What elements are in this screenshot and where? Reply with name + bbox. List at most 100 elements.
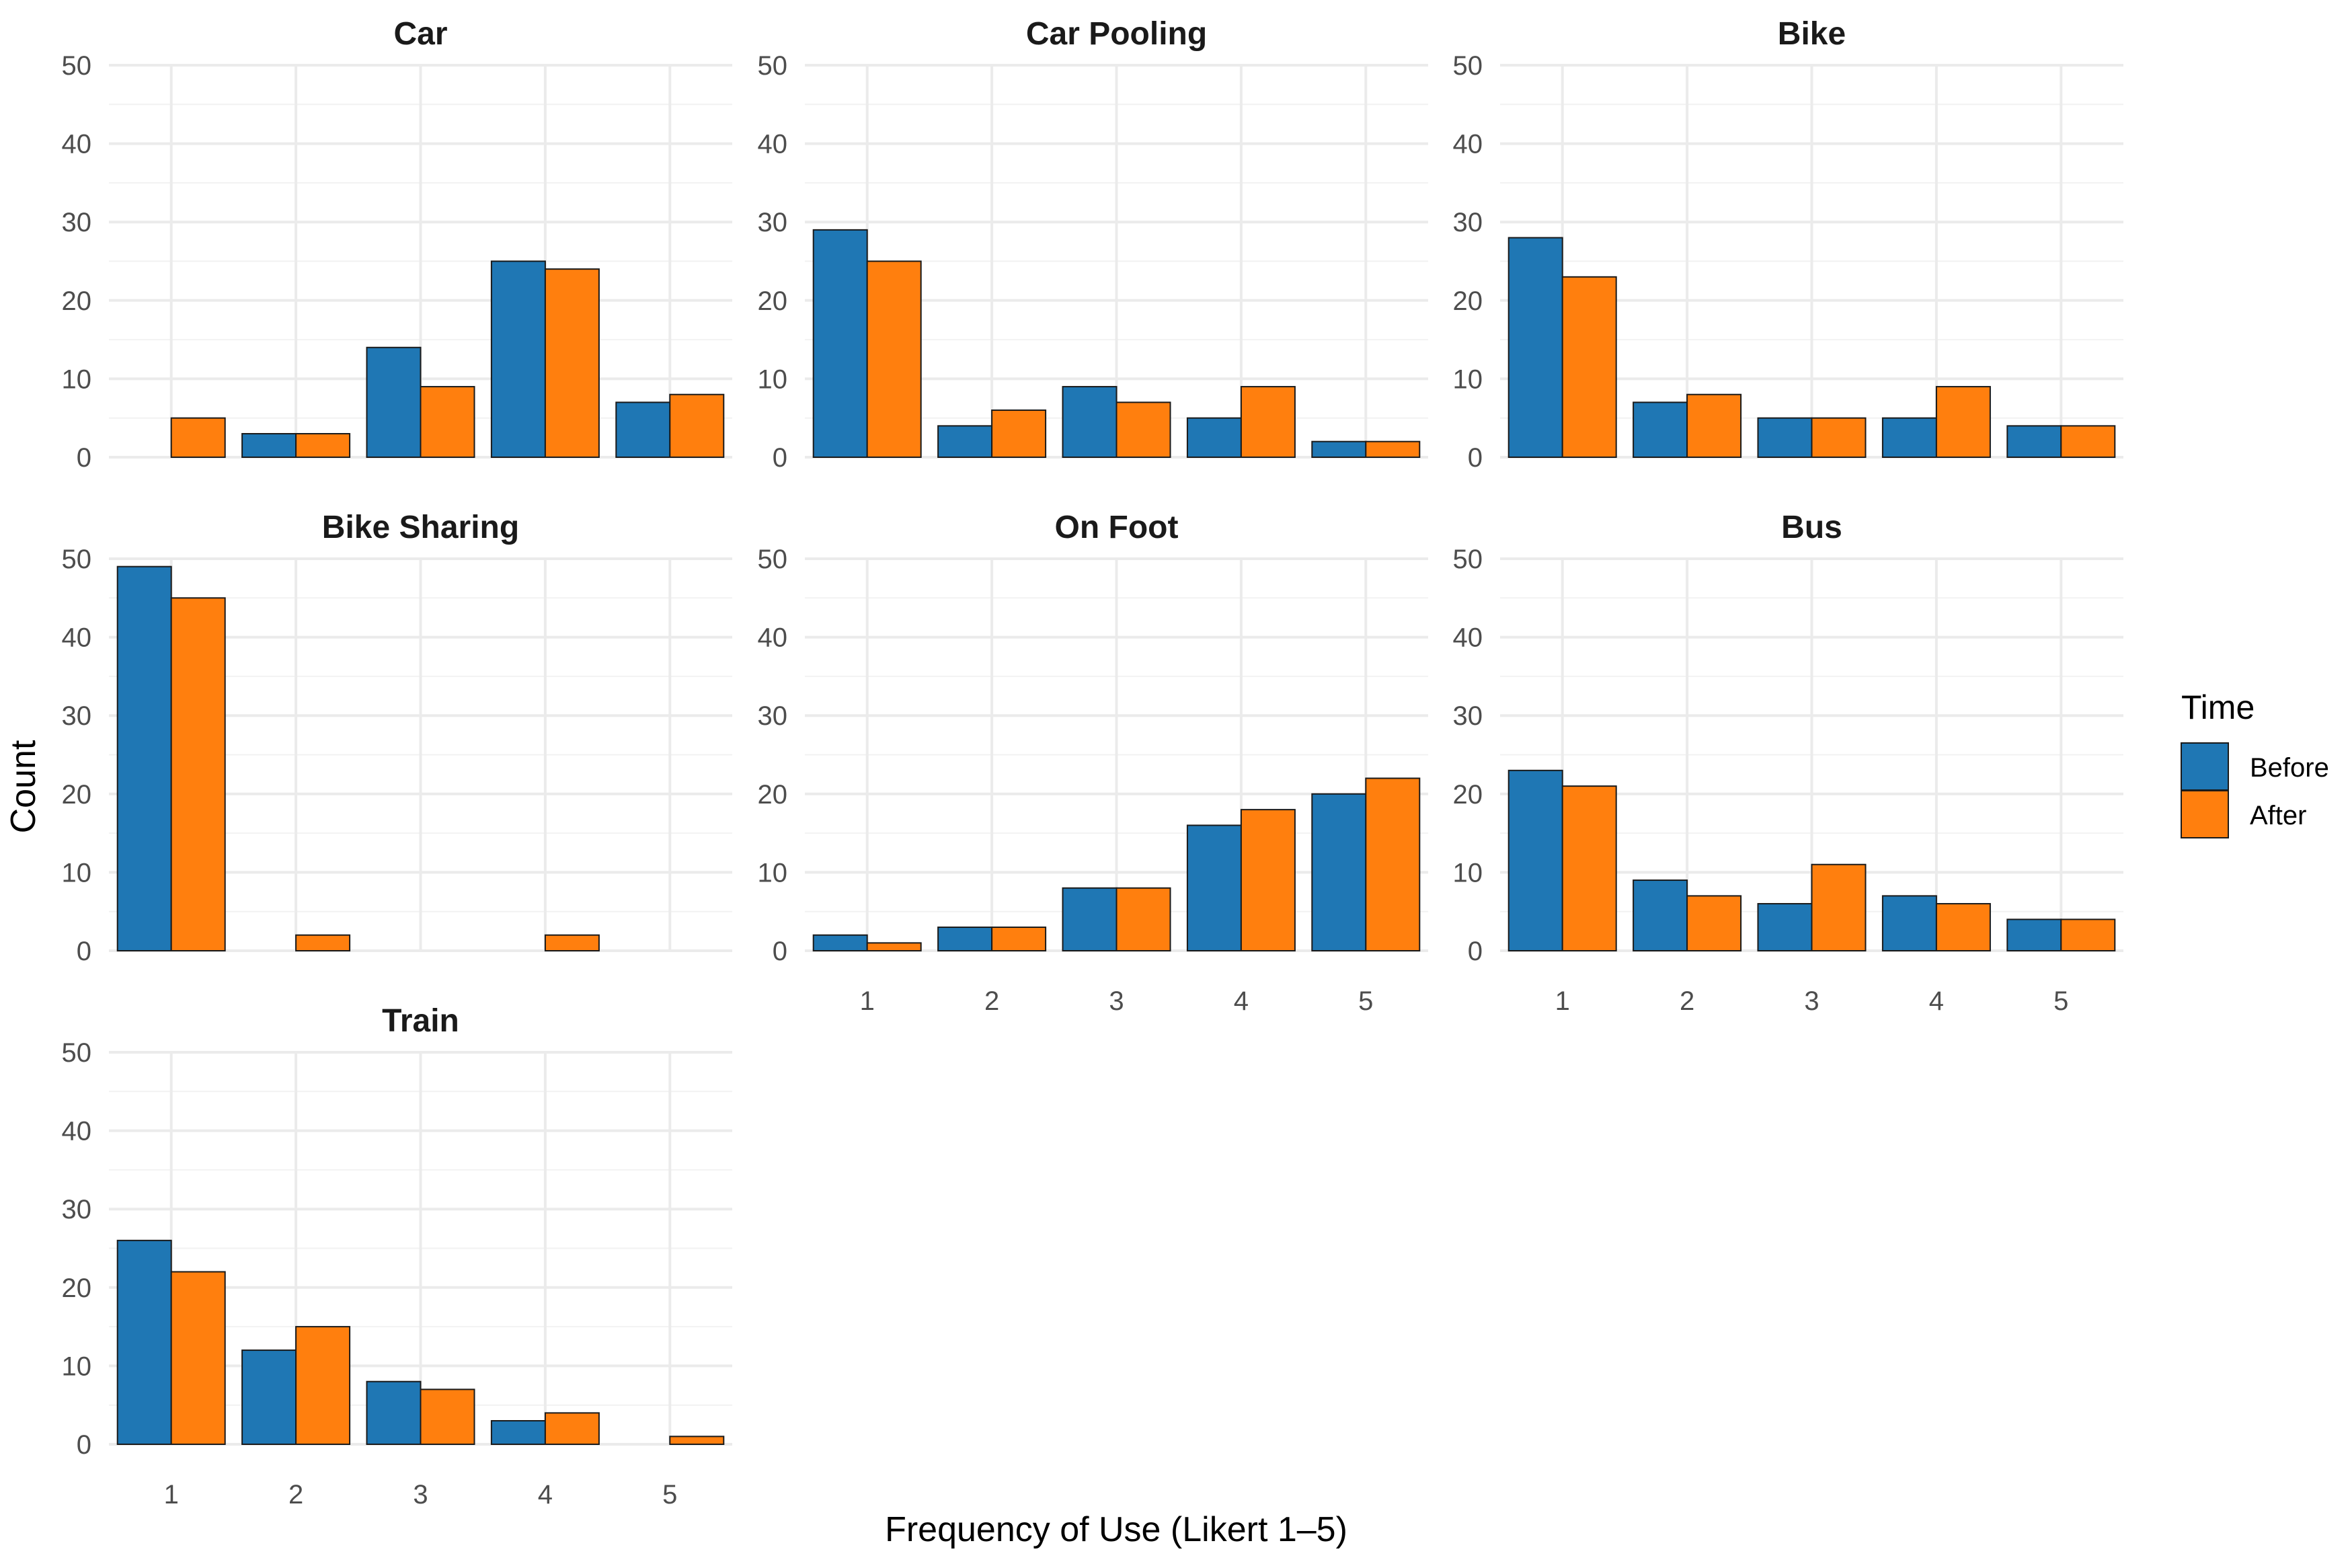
y-tick-label: 10 — [62, 364, 92, 394]
y-tick-label: 0 — [1468, 937, 1483, 966]
y-tick-label: 10 — [62, 858, 92, 888]
bar-after-bike-2 — [1686, 393, 1742, 458]
bar-before-car-pooling-1 — [812, 229, 868, 458]
bar-before-bus-5 — [2006, 918, 2062, 951]
legend-label-before: Before — [2250, 753, 2329, 783]
y-tick-label: 40 — [758, 623, 788, 653]
panel-title: Car — [393, 16, 447, 52]
y-tick-label: 20 — [62, 1273, 92, 1303]
bar-before-on-foot-1 — [812, 934, 868, 952]
bar-before-on-foot-5 — [1311, 793, 1367, 952]
y-tick-label: 0 — [1468, 443, 1483, 473]
x-tick-label: 4 — [538, 1480, 553, 1510]
legend-key-after — [2181, 790, 2229, 838]
panel-title: Bike Sharing — [322, 510, 519, 545]
y-tick-label: 50 — [758, 51, 788, 81]
bar-before-car-pooling-3 — [1062, 386, 1118, 458]
y-tick-label: 40 — [1453, 623, 1483, 653]
y-tick-label: 40 — [1453, 130, 1483, 159]
bar-before-car-pooling-5 — [1311, 440, 1367, 458]
bar-after-on-foot-2 — [991, 927, 1047, 952]
bar-before-bike-2 — [1633, 401, 1688, 459]
bar-before-bike-5 — [2006, 425, 2062, 458]
legend: Time Before After — [2181, 689, 2329, 838]
y-tick-label: 20 — [62, 780, 92, 810]
y-tick-label: 30 — [62, 208, 92, 237]
panel-bike: 0 10 20 30 40 50 Bike — [1453, 16, 2123, 473]
bar-before-train-2 — [241, 1349, 297, 1445]
y-tick-label: 40 — [62, 130, 92, 159]
panel-title: Car Pooling — [1026, 16, 1207, 52]
bar-after-bus-4 — [1935, 903, 1991, 952]
bar-before-train-4 — [490, 1420, 546, 1446]
bar-before-car-5 — [615, 401, 671, 459]
bar-before-car-pooling-2 — [937, 425, 993, 458]
bar-after-car-1 — [170, 417, 226, 459]
bar-after-train-1 — [170, 1271, 226, 1445]
y-tick-label: 10 — [758, 858, 788, 888]
y-tick-label: 50 — [758, 545, 788, 574]
bar-after-car-pooling-5 — [1365, 440, 1421, 458]
x-tick-label: 3 — [1804, 986, 1819, 1016]
x-tick-label: 1 — [164, 1480, 179, 1510]
panel-title: Train — [382, 1003, 459, 1039]
y-tick-label: 20 — [1453, 286, 1483, 316]
x-tick-label: 5 — [1358, 986, 1373, 1016]
y-tick-label: 30 — [1453, 701, 1483, 731]
bar-after-car-5 — [669, 393, 725, 458]
bar-after-on-foot-5 — [1365, 777, 1421, 951]
bar-before-car-4 — [490, 260, 546, 458]
bar-before-bike-4 — [1881, 417, 1937, 459]
bar-after-bus-2 — [1686, 895, 1742, 952]
panel-car: 0 10 20 30 40 50 Car — [62, 16, 732, 473]
x-axis-title: Frequency of Use (Likert 1–5) — [885, 1510, 1347, 1549]
bar-after-bike-5 — [2060, 425, 2116, 458]
y-tick-label: 30 — [758, 208, 788, 237]
bar-after-car-pooling-4 — [1240, 386, 1296, 458]
y-tick-label: 10 — [1453, 364, 1483, 394]
y-tick-label: 40 — [62, 1117, 92, 1146]
bar-after-car-pooling-1 — [866, 260, 922, 458]
x-tick-label: 4 — [1929, 986, 1944, 1016]
bar-after-car-4 — [544, 268, 600, 458]
x-tick-label: 1 — [1555, 986, 1570, 1016]
bar-after-on-foot-1 — [866, 942, 922, 951]
y-tick-label: 40 — [758, 130, 788, 159]
bar-before-on-foot-3 — [1062, 887, 1118, 951]
bar-before-bike-1 — [1507, 237, 1563, 458]
y-tick-label: 0 — [77, 1430, 91, 1460]
panel-bus: 0 10 20 30 40 50 1 2 3 4 5 Bus — [1453, 510, 2123, 1016]
panel-title: Bus — [1781, 510, 1842, 545]
legend-key-before — [2181, 742, 2229, 791]
bar-after-bus-5 — [2060, 918, 2116, 951]
legend-label-after: After — [2250, 801, 2306, 830]
x-tick-label: 3 — [1109, 986, 1124, 1016]
bar-after-car-pooling-3 — [1115, 401, 1171, 459]
x-tick-label: 2 — [288, 1480, 303, 1510]
bar-after-bus-1 — [1561, 785, 1617, 952]
bar-after-bike-sharing-2 — [295, 934, 351, 952]
y-tick-label: 20 — [758, 286, 788, 316]
bar-before-bus-2 — [1633, 879, 1688, 952]
bar-after-bike-sharing-1 — [170, 597, 226, 951]
x-tick-label: 1 — [860, 986, 875, 1016]
x-tick-label: 4 — [1234, 986, 1249, 1016]
x-tick-label: 2 — [984, 986, 999, 1016]
y-tick-label: 20 — [758, 780, 788, 810]
y-tick-label: 50 — [62, 51, 92, 81]
bar-before-train-1 — [116, 1239, 172, 1445]
y-tick-label: 10 — [758, 364, 788, 394]
bar-before-car-3 — [366, 346, 422, 459]
panel-train: 0 10 20 30 40 50 1 2 3 4 5 Train — [62, 1003, 732, 1510]
bar-after-bike-sharing-4 — [544, 934, 600, 952]
bar-after-train-3 — [420, 1388, 475, 1445]
bar-after-car-2 — [295, 433, 351, 459]
bar-after-train-2 — [295, 1326, 351, 1445]
bar-before-bike-3 — [1757, 417, 1813, 459]
y-tick-label: 20 — [62, 286, 92, 316]
bar-before-on-foot-4 — [1186, 824, 1242, 951]
y-tick-label: 0 — [77, 443, 91, 473]
